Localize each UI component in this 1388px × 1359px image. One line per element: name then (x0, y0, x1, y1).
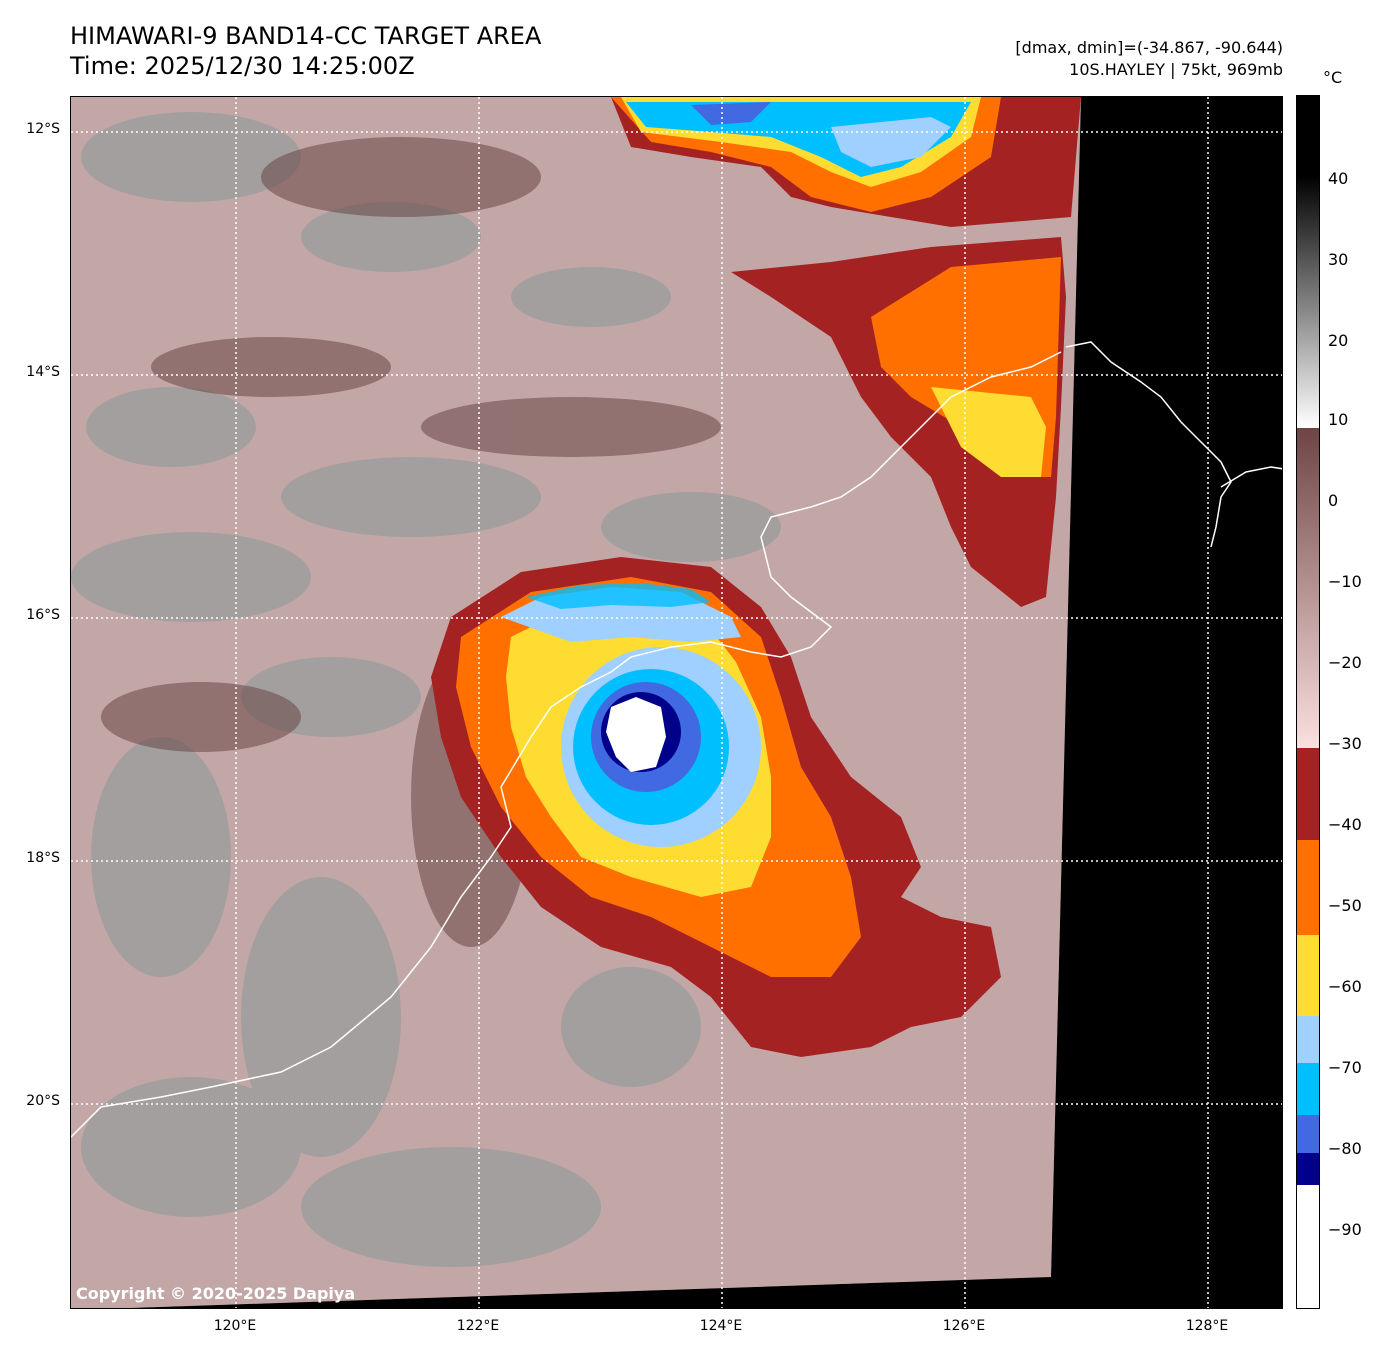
colorbar-tick-40: 40 (1328, 169, 1349, 188)
chart-time: Time: 2025/12/30 14:25:00Z (70, 52, 415, 80)
lat-label-14s: 14°S (26, 364, 60, 380)
lon-label-124e: 124°E (699, 1318, 743, 1334)
colorbar-tick-minus30: −30 (1328, 734, 1362, 753)
colorbar-band-brown (1297, 428, 1319, 748)
grid-lines (71, 97, 1282, 1308)
colorbar-band-navy (1297, 1153, 1319, 1185)
colorbar-tick-20: 20 (1328, 331, 1349, 350)
colorbar-band-darkred (1297, 748, 1319, 840)
colorbar-band-lightblue (1297, 1016, 1319, 1063)
colorbar (1296, 95, 1320, 1309)
colorbar-tick-minus70: −70 (1328, 1058, 1362, 1077)
northeast-convection (731, 237, 1066, 607)
colorbar-gradient (1297, 96, 1319, 1308)
colorbar-tick-minus60: −60 (1328, 977, 1362, 996)
colorbar-tick-minus80: −80 (1328, 1139, 1362, 1158)
colorbar-unit: °C (1323, 68, 1343, 87)
lat-label-16s: 16°S (26, 607, 60, 623)
satellite-map (70, 96, 1283, 1309)
colorbar-tick-minus20: −20 (1328, 653, 1362, 672)
colorbar-tick-minus40: −40 (1328, 815, 1362, 834)
copyright-text: Copyright © 2020-2025 Dapiya (76, 1284, 356, 1303)
cyclone-eye (606, 697, 666, 772)
colorbar-band-black (1297, 96, 1319, 176)
colorbar-tick-30: 30 (1328, 250, 1349, 269)
lat-label-18s: 18°S (26, 850, 60, 866)
lon-label-122e: 122°E (456, 1318, 500, 1334)
northern-convection (611, 97, 1081, 227)
colorbar-tick-10: 10 (1328, 410, 1349, 429)
satellite-image (71, 97, 1282, 1308)
colorbar-band-royalblue (1297, 1115, 1319, 1153)
cyclone-rings (431, 557, 1001, 1057)
colorbar-band-white (1297, 1185, 1319, 1308)
colorbar-band-yellow (1297, 935, 1319, 1016)
colorbar-tick-0: 0 (1328, 491, 1339, 510)
chart-title: HIMAWARI-9 BAND14-CC TARGET AREA (70, 22, 542, 50)
coastline (71, 341, 1282, 1138)
lat-label-12s: 12°S (26, 121, 60, 137)
colorbar-tick-minus90: −90 (1328, 1220, 1362, 1239)
colorbar-tick-minus50: −50 (1328, 896, 1362, 915)
lon-label-128e: 128°E (1185, 1318, 1229, 1334)
dmax-dmin-info: [dmax, dmin]=(-34.867, -90.644) (1015, 38, 1283, 57)
lat-label-20s: 20°S (26, 1093, 60, 1109)
colorbar-band-orange (1297, 840, 1319, 935)
lon-label-126e: 126°E (942, 1318, 986, 1334)
lon-label-120e: 120°E (213, 1318, 257, 1334)
colorbar-tick-minus10: −10 (1328, 572, 1362, 591)
storm-info: 10S.HAYLEY | 75kt, 969mb (1069, 60, 1283, 79)
grey-cloud-patches (71, 112, 781, 1267)
colorbar-band-grey (1297, 176, 1319, 428)
colorbar-band-skyblue (1297, 1063, 1319, 1115)
